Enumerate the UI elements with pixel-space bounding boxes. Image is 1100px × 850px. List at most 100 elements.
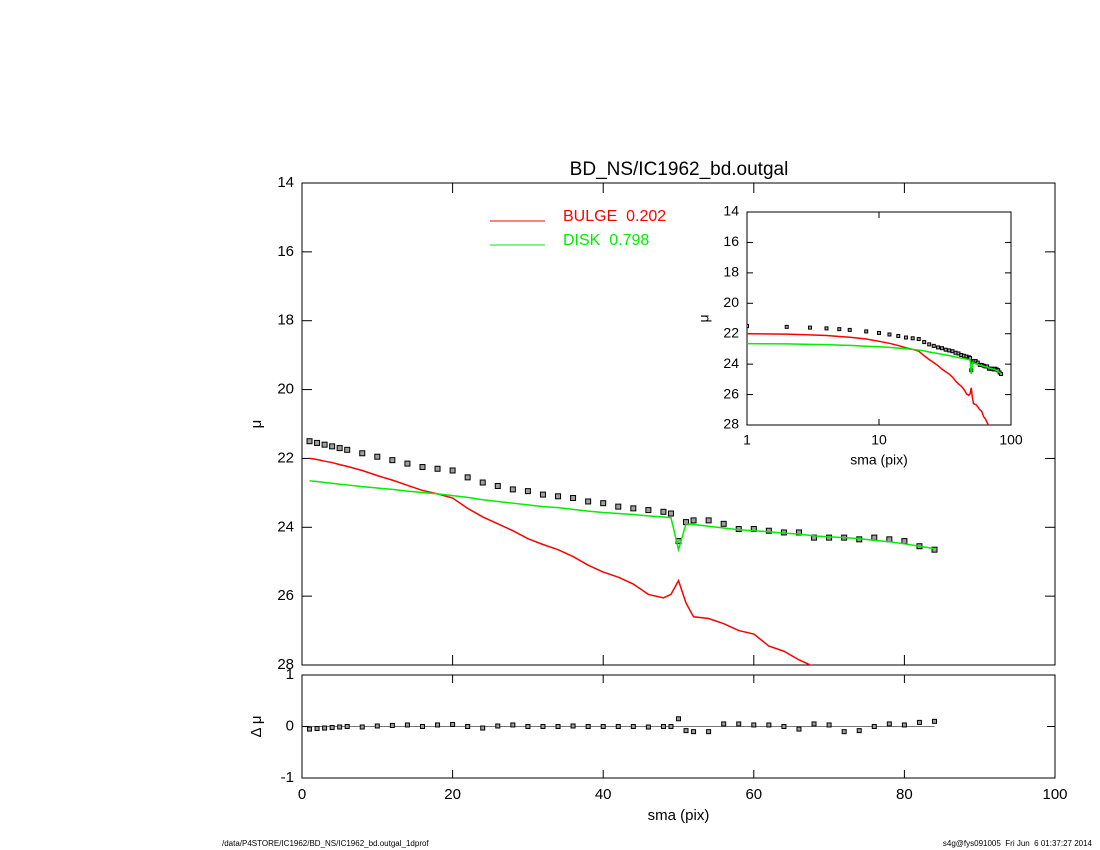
data-point [931,343,936,348]
data-point [322,725,328,731]
data-point [826,722,832,728]
data-point [871,534,878,541]
data-point [811,534,818,541]
y-tick-label: 14 [723,203,739,219]
data-point [931,546,938,553]
plot-frame [301,182,1056,666]
data-point [877,330,881,335]
data-point [374,453,381,460]
data-point [705,517,712,524]
data-point [479,479,486,486]
y-tick-label: 18 [723,264,739,280]
data-point [570,495,577,502]
legend-label: DISK 0.798 [563,232,649,249]
data-point [927,342,932,347]
data-point [916,337,921,342]
data-point [480,725,486,731]
data-point [901,722,907,728]
y-tick-label: 24 [277,518,294,535]
data-point [939,346,944,351]
y-tick-label: 20 [277,381,294,398]
data-point [847,327,852,332]
data-point [910,336,915,341]
data-point [495,723,501,729]
inset-bg [747,212,1011,425]
data-point [950,349,955,354]
data-point [450,721,456,727]
plot-area [747,324,1004,425]
y-axis-label: μ [248,420,265,429]
data-point [747,324,749,329]
data-point [434,465,441,472]
data-point [706,729,712,735]
x-tick-label: 80 [896,786,913,803]
data-point [916,719,922,725]
x-tick-label: 40 [595,786,612,803]
y-tick-label: 24 [723,355,739,371]
data-point [932,718,938,724]
data-point [419,464,426,471]
data-point [667,510,674,517]
data-point [720,520,727,527]
profile-line [747,332,990,425]
data-point [525,724,531,729]
data-point [615,724,621,729]
x-axis-label: sma (pix) [648,807,710,824]
data-point [509,486,516,493]
plot-area [307,716,938,735]
y-axis-label: Δ μ [248,715,265,737]
y-tick-label: -1 [281,769,294,786]
data-point [784,324,789,329]
data-point [765,527,772,534]
data-point [901,538,908,545]
x-tick-label: 100 [1042,786,1067,803]
data-point [630,724,636,729]
data-point [585,498,592,505]
data-point [943,347,948,352]
data-point [344,446,351,453]
data-point [465,724,471,729]
data-point [668,724,674,729]
data-point [871,724,877,729]
data-point [389,457,396,464]
data-point [660,724,666,729]
data-point [585,724,591,729]
data-point [600,500,607,507]
y-tick-label: 22 [723,324,739,340]
y-tick-label: 28 [723,416,739,432]
data-point [404,460,411,467]
data-point [947,348,952,353]
data-point [811,721,817,727]
data-point [539,491,546,498]
y-tick-label: 26 [723,385,739,401]
x-tick-label: 10 [871,432,887,448]
data-point [807,325,812,330]
data-point [329,725,335,731]
data-point [683,728,689,734]
y-tick-label: 16 [277,243,294,260]
y-tick-label: 26 [277,587,294,604]
data-point [359,450,366,457]
data-point [404,722,410,728]
data-point [645,507,652,514]
data-point [555,493,562,500]
data-point [540,724,546,729]
x-tick-label: 1 [743,432,751,448]
data-point [721,721,727,727]
footer-path: /data/P4STORE/IC1962/BD_NS/IC1962_bd.out… [222,839,429,848]
y-tick-label: 18 [277,312,294,329]
data-point [630,505,637,512]
profile-line [309,480,935,553]
data-point [374,723,380,729]
data-point [690,517,697,524]
data-point [837,327,842,332]
data-point [435,722,441,728]
data-point [494,482,501,489]
data-point [766,722,772,728]
data-point [691,729,697,735]
data-point [615,503,622,510]
data-point [359,724,365,730]
data-point [887,332,892,337]
data-point [781,724,787,729]
footer-stamp: s4g@fys091005 Fri Jun 6 01:37:27 2014 [943,839,1093,848]
